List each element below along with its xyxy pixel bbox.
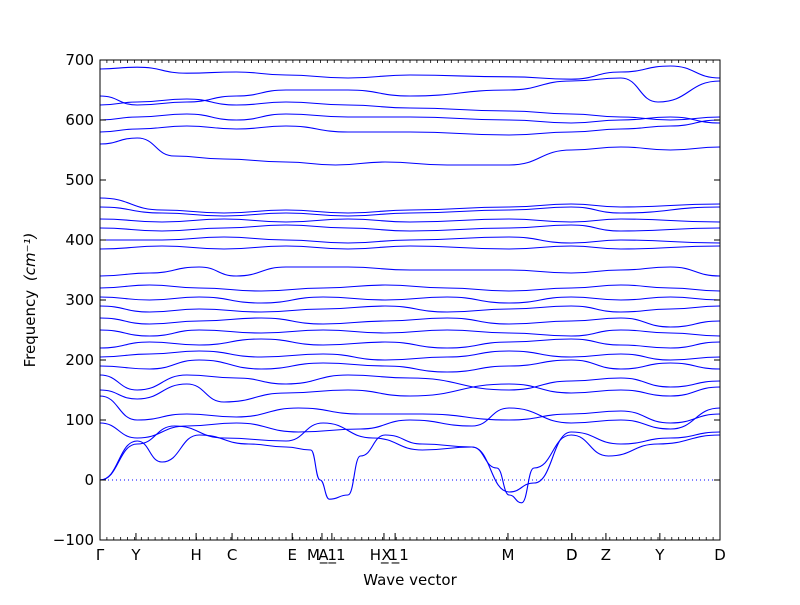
x-tick-label-2: H (190, 546, 201, 564)
x-tick-label-5: M_1 (307, 546, 337, 565)
x-tick-label-1: Y (130, 546, 141, 564)
x-tick-label-10: D (566, 546, 578, 564)
phonon-band-27 (99, 65, 721, 80)
phonon-band-26 (99, 77, 721, 106)
x-tick-label-8: X_1 (381, 546, 408, 565)
x-tick-label-3: C (227, 546, 237, 564)
y-axis: −100 0 100 200 300 400 500 600 700 (53, 51, 720, 549)
phonon-band-3 (99, 407, 721, 439)
y-tick-label-3: 200 (65, 351, 94, 369)
y-tick-label-5: 400 (65, 231, 94, 249)
phonon-band-15 (99, 266, 721, 277)
x-tick-label-13: Y (654, 546, 665, 564)
phonon-band-9 (99, 338, 721, 349)
x-tick-label-0: Γ (96, 546, 105, 564)
y-tick-label-1: 0 (84, 471, 94, 489)
phonon-band-18 (99, 224, 721, 232)
phonon-band-7 (99, 359, 721, 373)
x-axis: Γ Y H C E M_1A_1 H_1X_1 M DD Z Y D (96, 60, 726, 565)
plot-area (99, 65, 721, 504)
plot-frame (99, 59, 721, 541)
y-tick-label-7: 600 (65, 111, 94, 129)
phonon-band-25 (99, 98, 721, 121)
phonon-band-10 (99, 329, 721, 337)
x-tick-label-4: E (287, 546, 296, 564)
x-tick-label-6: A_1 (318, 546, 345, 565)
phonon-band-2 (99, 422, 721, 493)
y-tick-label-8: 700 (65, 51, 94, 69)
y-axis-label: Frequency (cm⁻¹) (21, 233, 39, 368)
y-tick-label-2: 100 (65, 411, 94, 429)
x-tick-label-14: D (714, 546, 726, 564)
phonon-band-13 (99, 296, 721, 304)
y-tick-label-6: 500 (65, 171, 94, 189)
phonon-band-19 (99, 218, 721, 223)
phonon-band-11 (99, 317, 721, 328)
y-tick-label-0: −100 (53, 531, 94, 549)
phonon-band-16 (99, 245, 721, 250)
phonon-band-23 (99, 119, 721, 136)
phonon-band-5 (99, 383, 721, 403)
phonon-band-12 (99, 305, 721, 313)
phonon-band-22 (99, 137, 721, 166)
phonon-band-4 (99, 395, 721, 424)
x-tick-label-7: H_1 (370, 546, 398, 565)
phonon-band-24 (99, 113, 721, 124)
phonon-band-20 (99, 206, 721, 217)
phonon-band-21 (99, 197, 721, 214)
y-axis-label-text: Frequency (21, 290, 39, 368)
x-tick-label-11: D (566, 546, 578, 564)
y-axis-label-group: Frequency (cm⁻¹) (21, 233, 39, 368)
phonon-band-14 (99, 284, 721, 292)
y-axis-label-unit: (cm⁻¹) (21, 233, 39, 282)
phonon-band-6 (99, 374, 721, 391)
phonon-band-17 (100, 236, 721, 244)
x-tick-label-9: M (501, 546, 514, 564)
phonon-band-8 (99, 350, 721, 361)
x-axis-label: Wave vector (363, 571, 457, 589)
x-tick-label-12: Z (601, 546, 611, 564)
y-tick-label-4: 300 (65, 291, 94, 309)
